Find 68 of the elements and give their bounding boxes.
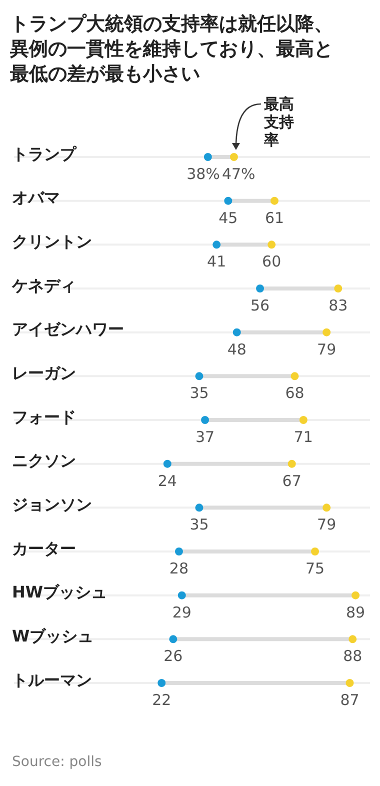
data-label: 71 [294,428,313,446]
y-tick-label: ニクソン [12,451,76,470]
point [346,679,354,687]
point [268,240,276,249]
y-tick-label: フォード [12,407,76,426]
data-label: 35 [190,516,209,534]
point [352,591,360,600]
data-label: 37 [195,428,215,446]
data-label: 83 [328,296,348,314]
data-label: 89 [346,603,366,622]
point [169,635,178,644]
point [290,372,299,380]
data-label: 79 [317,340,336,358]
point [322,328,331,336]
data-label: 22 [152,691,172,709]
data-label: 79 [317,516,336,534]
point [288,460,296,468]
point [348,635,357,644]
data-label: 87 [340,691,360,709]
y-tick-label: クリントン [12,232,92,252]
data-label: 38% [186,165,220,183]
point [334,284,342,292]
data-label: 67 [282,472,302,490]
point [322,504,331,512]
y-tick-label: オバマ [12,188,60,208]
data-label: 35 [190,384,209,402]
point [195,504,204,512]
data-label: 45 [218,208,238,227]
data-label: 24 [158,472,177,490]
chart-title: トランプ大統領の支持率は就任以降、異例の一貫性を維持しており、最高と最低の差が最も小さい [9,13,333,85]
point [212,240,221,249]
data-label: 29 [172,603,192,622]
source-note: Source: polls [12,754,102,770]
point [299,416,308,424]
data-label: 41 [207,252,226,271]
data-label: 28 [169,560,189,578]
y-tick-label: トランプ [12,144,77,164]
data-label: 56 [250,296,270,314]
data-label: 48 [227,340,246,358]
annotation: 最高支持率 [262,95,294,149]
y-tick-label: レーガン [12,364,76,383]
y-tick-label: アイゼンハワー [12,320,124,339]
point [178,591,186,600]
y-tick-label: ケネディ [11,276,76,295]
point [230,153,238,161]
point [232,328,241,336]
point [174,548,183,556]
point [195,372,204,380]
data-label: 88 [343,647,362,666]
y-tick-label: Wブッシュ [12,626,94,646]
y-tick-label: HWブッシュ [12,582,108,602]
data-label: 61 [264,208,284,227]
point [256,284,264,292]
point [158,679,166,687]
point [163,460,172,468]
point [270,196,278,205]
y-tick-label: ジョンソン [12,495,92,514]
y-tick-label: トルーマン [12,670,92,690]
data-label: 60 [262,252,282,271]
point [311,548,320,556]
data-label: 47% [222,165,256,183]
point [204,153,212,161]
data-label: 26 [164,647,183,666]
data-label: 75 [305,560,325,578]
data-label: 68 [285,384,304,402]
y-tick-label: カーター [12,538,76,558]
point [201,416,210,424]
point [224,196,232,205]
